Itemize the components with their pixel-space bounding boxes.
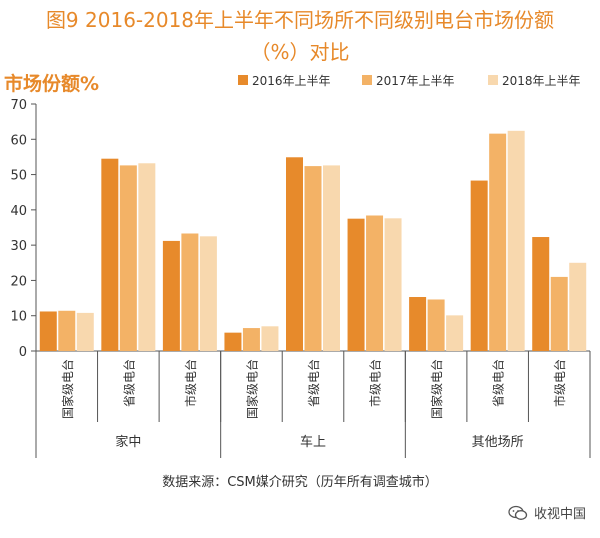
legend-label: 2016年上半年	[252, 74, 331, 88]
y-tick-label: 10	[10, 310, 27, 325]
bar	[119, 165, 137, 351]
bar	[199, 236, 217, 351]
y-tick-label: 60	[10, 133, 27, 148]
group-label: 车上	[300, 434, 326, 450]
bar	[384, 218, 402, 351]
bar	[304, 166, 322, 351]
bar	[347, 218, 365, 351]
bar	[569, 262, 587, 351]
bar-chart: 市场份额% 2016年上半年 2017年上半年 2018年上半年 0 10 20 30 40 50…	[4, 72, 591, 458]
watermark: 收视中国	[508, 503, 586, 522]
legend-swatch	[488, 75, 498, 85]
chart-title: 图9 2016-2018年上半年不同场所不同级别电台市场份额 （%）对比	[0, 4, 600, 68]
bar	[409, 297, 427, 351]
y-tick-label: 30	[10, 239, 27, 254]
bar	[532, 237, 550, 351]
group-label: 家中	[115, 434, 141, 450]
category-label: 国家级电台	[60, 359, 75, 419]
legend-label: 2018年上半年	[502, 74, 581, 88]
bar	[366, 215, 384, 351]
wechat-icon	[508, 505, 528, 520]
bar	[101, 158, 119, 351]
bar	[162, 240, 180, 351]
bar	[323, 165, 340, 351]
category-label: 市级电台	[183, 359, 198, 407]
bar	[138, 163, 156, 351]
bar	[470, 180, 488, 351]
legend-swatch	[238, 75, 248, 85]
chart-title-line1: 图9 2016-2018年上半年不同场所不同级别电台市场份额	[45, 8, 555, 32]
bar	[286, 157, 303, 351]
bar	[446, 315, 464, 351]
y-tick-label: 50	[10, 169, 27, 184]
bar	[507, 130, 525, 351]
category-label: 省级电台	[491, 359, 506, 407]
chart-title-line2: （%）对比	[250, 40, 350, 64]
legend-label: 2017年上半年	[376, 74, 455, 88]
category-label: 国家级电台	[429, 359, 444, 419]
bar	[550, 276, 568, 351]
bar	[39, 311, 57, 351]
category-label: 国家级电台	[244, 359, 259, 419]
legend-swatch	[362, 75, 372, 85]
bar	[427, 299, 445, 351]
bar	[242, 328, 260, 351]
category-label: 市级电台	[368, 359, 383, 407]
category-label: 省级电台	[121, 359, 136, 407]
bar	[181, 233, 199, 351]
bar	[224, 332, 242, 351]
group-label: 其他场所	[472, 435, 524, 450]
y-tick-label: 70	[10, 98, 27, 113]
bar	[489, 133, 507, 351]
watermark-text: 收视中国	[533, 507, 586, 522]
bar	[58, 310, 76, 351]
bar	[261, 326, 279, 351]
y-tick-label: 0	[19, 345, 27, 360]
category-label: 市级电台	[552, 359, 567, 407]
category-label: 省级电台	[306, 359, 321, 407]
bar	[76, 312, 94, 351]
y-axis-label: 市场份额%	[4, 72, 99, 95]
source-note: 数据来源：CSM媒介研究（历年所有调查城市）	[162, 475, 438, 490]
y-tick-label: 40	[10, 204, 27, 219]
y-tick-label: 20	[10, 274, 27, 289]
